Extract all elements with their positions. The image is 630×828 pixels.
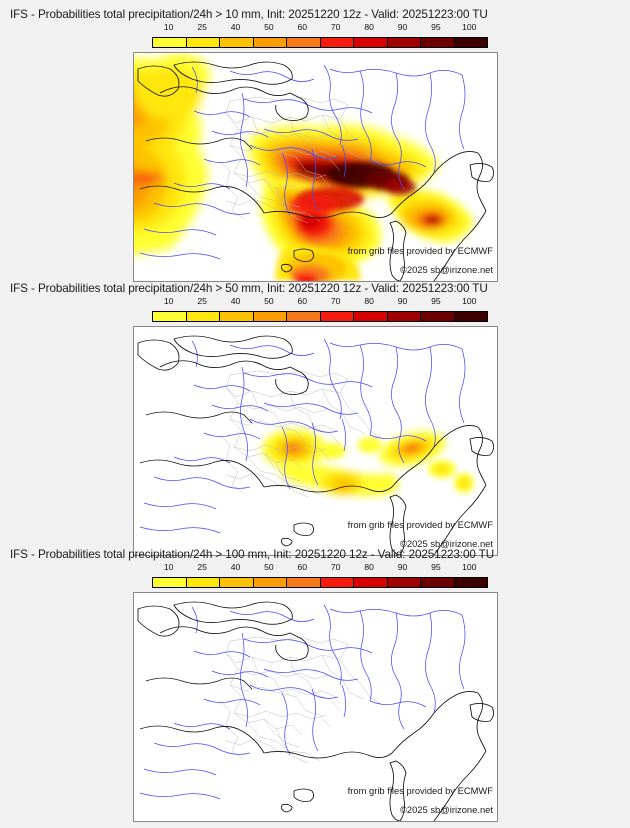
colorbar-tick-25: 25 xyxy=(197,562,207,572)
colorbar-segment-40 xyxy=(220,312,254,321)
colorbar-segment-80 xyxy=(354,38,388,47)
colorbar-tick-100: 100 xyxy=(462,296,477,306)
attribution-copyright: ©2025 sb@irizone.net xyxy=(399,538,493,549)
colorbar-segment-60 xyxy=(287,578,321,587)
colorbar-segment-50 xyxy=(253,38,287,47)
attribution-copyright: ©2025 sb@irizone.net xyxy=(399,264,493,275)
panel-title: IFS - Probabilities total precipitation/… xyxy=(10,8,488,21)
colorbar-segment-95 xyxy=(421,38,455,47)
colorbar-tick-60: 60 xyxy=(297,296,308,306)
colorbar-segment-100 xyxy=(454,312,487,321)
colorbar-bar xyxy=(152,311,488,322)
basemap-overlay xyxy=(137,335,495,555)
panel-title: IFS - Probabilities total precipitation/… xyxy=(10,548,495,561)
colorbar-tick-25: 25 xyxy=(197,296,207,306)
map-canvas: from grib files provided by ECMWF ©2025 … xyxy=(134,53,497,281)
map-canvas: from grib files provided by ECMWF ©2025 … xyxy=(134,593,497,821)
colorbar-tick-70: 70 xyxy=(330,22,341,32)
colorbar-segment-100 xyxy=(454,578,487,587)
colorbar-ticks: 10 25 40 50 60 70 80 90 95 100 xyxy=(152,22,486,35)
colorbar-tick-95: 95 xyxy=(431,296,441,306)
colorbar-tick-90: 90 xyxy=(397,296,408,306)
attribution-copyright: ©2025 sb@irizone.net xyxy=(399,804,493,815)
colorbar-segment-25 xyxy=(186,578,220,587)
map-canvas: from grib files provided by ECMWF ©2025 … xyxy=(134,327,497,555)
colorbar-tick-90: 90 xyxy=(397,562,408,572)
colorbar-tick-10: 10 xyxy=(163,562,174,572)
colorbar-tick-100: 100 xyxy=(462,562,477,572)
colorbar-segment-60 xyxy=(287,38,321,47)
colorbar-tick-80: 80 xyxy=(364,22,374,32)
colorbar-tick-50: 50 xyxy=(264,22,274,32)
colorbar-tick-40: 40 xyxy=(230,22,241,32)
colorbar-segment-100 xyxy=(454,38,487,47)
colorbar-segment-60 xyxy=(287,312,321,321)
colorbar-ticks: 10 25 40 50 60 70 80 90 95 100 xyxy=(152,562,486,575)
basemap-overlay xyxy=(137,601,495,821)
colorbar-tick-95: 95 xyxy=(431,22,441,32)
colorbar-tick-40: 40 xyxy=(230,296,241,306)
colorbar-segment-80 xyxy=(354,312,388,321)
colorbar: 10 25 40 50 60 70 80 90 95 100 xyxy=(152,562,488,588)
colorbar-segment-70 xyxy=(320,578,354,587)
colorbar-segment-90 xyxy=(387,312,421,321)
colorbar-segment-95 xyxy=(421,578,455,587)
colorbar-tick-10: 10 xyxy=(163,296,174,306)
colorbar: 10 25 40 50 60 70 80 90 95 100 xyxy=(152,22,488,48)
basemap-overlay xyxy=(137,61,495,281)
colorbar-segment-50 xyxy=(253,578,287,587)
colorbar-segment-10 xyxy=(153,312,187,321)
colorbar-segment-50 xyxy=(253,312,287,321)
colorbar-bar xyxy=(152,577,488,588)
colorbar: 10 25 40 50 60 70 80 90 95 100 xyxy=(152,296,488,322)
colorbar-segment-40 xyxy=(220,578,254,587)
colorbar-tick-70: 70 xyxy=(330,296,341,306)
colorbar-tick-60: 60 xyxy=(297,562,308,572)
colorbar-tick-50: 50 xyxy=(264,296,274,306)
colorbar-tick-100: 100 xyxy=(462,22,477,32)
precipitation-field xyxy=(134,53,474,281)
colorbar-segment-90 xyxy=(387,578,421,587)
colorbar-tick-50: 50 xyxy=(264,562,274,572)
colorbar-segment-70 xyxy=(320,38,354,47)
colorbar-tick-70: 70 xyxy=(330,562,341,572)
colorbar-segment-90 xyxy=(387,38,421,47)
colorbar-segment-10 xyxy=(153,38,187,47)
colorbar-segment-70 xyxy=(320,312,354,321)
panel-title: IFS - Probabilities total precipitation/… xyxy=(10,282,488,295)
map-frame-100mm[interactable]: from grib files provided by ECMWF ©2025 … xyxy=(133,592,498,822)
colorbar-tick-90: 90 xyxy=(397,22,408,32)
colorbar-tick-10: 10 xyxy=(163,22,174,32)
colorbar-tick-80: 80 xyxy=(364,296,374,306)
colorbar-tick-95: 95 xyxy=(431,562,441,572)
precipitation-field xyxy=(262,429,474,497)
colorbar-bar xyxy=(152,37,488,48)
map-frame-50mm[interactable]: from grib files provided by ECMWF ©2025 … xyxy=(133,326,498,556)
colorbar-segment-95 xyxy=(421,312,455,321)
colorbar-segment-25 xyxy=(186,38,220,47)
colorbar-segment-10 xyxy=(153,578,187,587)
colorbar-segment-25 xyxy=(186,312,220,321)
colorbar-tick-25: 25 xyxy=(197,22,207,32)
colorbar-ticks: 10 25 40 50 60 70 80 90 95 100 xyxy=(152,296,486,309)
colorbar-tick-80: 80 xyxy=(364,562,374,572)
colorbar-tick-40: 40 xyxy=(230,562,241,572)
attribution-source: from grib files provided by ECMWF xyxy=(347,245,493,256)
colorbar-segment-80 xyxy=(354,578,388,587)
attribution-source: from grib files provided by ECMWF xyxy=(347,519,493,530)
colorbar-tick-60: 60 xyxy=(297,22,308,32)
map-frame-10mm[interactable]: from grib files provided by ECMWF ©2025 … xyxy=(133,52,498,282)
colorbar-segment-40 xyxy=(220,38,254,47)
attribution-source: from grib files provided by ECMWF xyxy=(347,785,493,796)
